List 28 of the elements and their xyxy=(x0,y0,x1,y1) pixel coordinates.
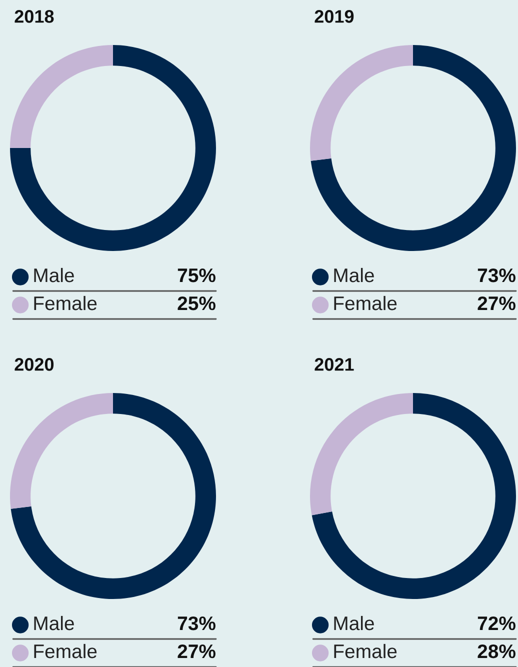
legend-label: Female xyxy=(34,644,97,658)
data-label: 25% xyxy=(178,296,216,310)
chart-title: 2019 xyxy=(314,10,354,23)
legend-label: Male xyxy=(34,616,74,630)
donut-slice xyxy=(10,45,113,148)
chart-title: 2020 xyxy=(14,358,54,371)
data-label: 27% xyxy=(478,296,516,310)
data-label: 75% xyxy=(178,268,216,282)
donut-slice xyxy=(312,393,516,599)
legend-label: Male xyxy=(34,268,74,282)
data-label: 27% xyxy=(178,644,216,658)
data-label: 28% xyxy=(478,644,516,658)
chart-title: 2021 xyxy=(314,358,354,371)
legend-label: Female xyxy=(34,296,97,310)
donut-slice xyxy=(310,45,516,251)
donut-slice xyxy=(10,45,216,251)
data-label: 73% xyxy=(178,616,216,630)
donut-slice xyxy=(10,393,216,599)
donut-slice xyxy=(310,45,413,161)
donut-slice xyxy=(310,393,413,516)
data-label: 73% xyxy=(478,268,516,282)
legend-label: Female xyxy=(334,296,397,310)
legend-label: Female xyxy=(334,644,397,658)
data-label: 72% xyxy=(478,616,516,630)
donut-slice xyxy=(10,393,113,509)
legend-label: Male xyxy=(334,268,374,282)
chart-title: 2018 xyxy=(14,10,54,23)
legend-label: Male xyxy=(334,616,374,630)
